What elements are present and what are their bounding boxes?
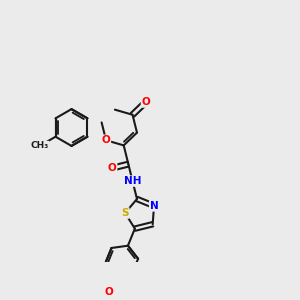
- Text: O: O: [105, 287, 114, 297]
- Text: NH: NH: [124, 176, 141, 186]
- Text: O: O: [108, 163, 117, 173]
- Text: O: O: [102, 135, 110, 145]
- Text: CH₃: CH₃: [31, 141, 49, 150]
- Text: N: N: [150, 201, 158, 211]
- Text: S: S: [122, 208, 129, 218]
- Text: O: O: [141, 97, 150, 107]
